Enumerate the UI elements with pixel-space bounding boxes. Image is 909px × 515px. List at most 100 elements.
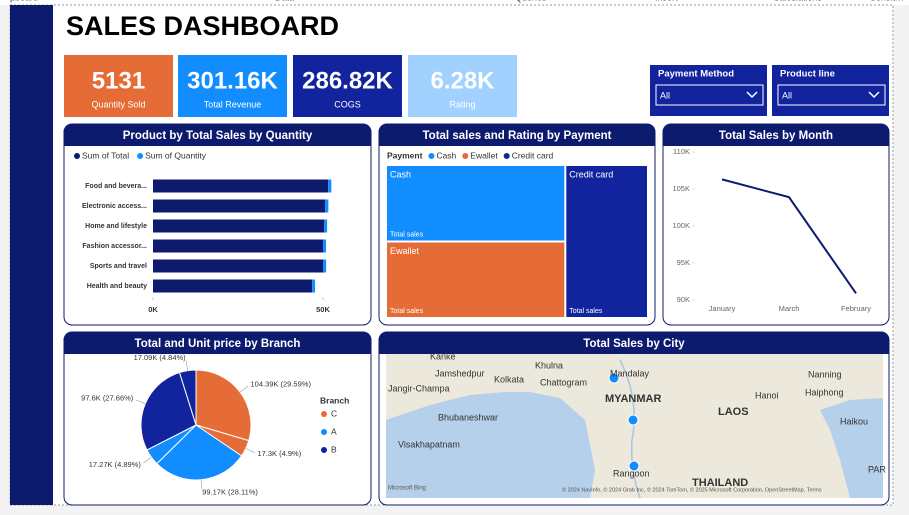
kpi-label: Quantity Sold [91,99,145,109]
map-bubble [627,414,639,426]
tile-value-name: Total sales [390,231,424,238]
tile-value-name: Total sales [569,308,603,315]
kpi-card [178,55,287,117]
map-label: Khulna [535,360,563,370]
bar [324,219,328,233]
panel-title: Product by Total Sales by Quantity [123,130,313,142]
y-tick-label: 110K [673,147,690,156]
leader-line [185,360,188,371]
legend-marker [137,153,144,159]
slicer-selection: All [660,90,670,100]
ribbon-tab: Data [275,0,294,2]
panel-header [379,332,889,354]
leader-line [135,399,146,404]
legend-marker [462,153,469,159]
map-sea [820,398,883,498]
legend-label: C [331,408,337,418]
sidebar [10,5,53,505]
y-tick-label: Food and bevera... [85,183,147,190]
map-label: Chattogram [540,377,587,387]
treemap-tile [387,242,565,317]
x-tick-label: March [779,304,800,313]
data-label: 97.6K (27.66%) [81,394,134,403]
y-tick-label: Sports and travel [90,263,147,270]
map-label: Nanning [808,369,842,379]
leader-line [245,448,255,454]
bar [153,279,313,293]
panel-title: Total Sales by Month [719,130,833,142]
panel-header [379,124,655,146]
legend-marker [428,153,435,159]
bar [153,199,326,213]
pie-slice [140,371,197,451]
data-label: 17.3K (4.9%) [257,449,301,458]
legend-label: Sum of Quantity [145,150,207,160]
tile-label: Cash [390,169,411,179]
bar [323,239,327,253]
map-label: Bhubaneshwar [438,412,498,422]
bar [328,179,332,193]
bar [325,199,329,213]
slicer-selection: All [782,90,792,100]
leader-line [200,479,203,490]
y-tick-label: 95K [677,258,690,267]
legend-label: Sum of Total [82,150,129,160]
legend-title: Branch [320,395,349,405]
panel-title: Total sales and Rating by Payment [423,130,612,142]
bar [153,219,325,233]
pie-slice [178,369,197,426]
data-label: 99.17K (28.11%) [202,488,258,497]
x-tick-label: 50K [316,305,330,314]
slicer-dropdown[interactable] [777,84,886,106]
y-tick-label: Fashion accessor... [82,243,147,250]
kpi-card [64,55,173,117]
tile-label: Credit card [569,169,613,179]
data-label: 17.09K (4.84%) [134,353,187,362]
panel-title: Total Sales by City [583,338,685,350]
legend-marker [74,153,80,159]
map-label: MYANMAR [605,393,661,405]
legend-marker [321,411,327,417]
leader-line [239,385,249,393]
map-label: Visakhapatnam [398,439,460,449]
dropdown-arrow [746,91,758,99]
slicer-label: Product line [780,69,835,80]
ribbon-tab: Sensitivi [870,0,904,2]
map-label: Hanoi [755,390,779,400]
dropdown-arrow [868,91,880,99]
ribbon [0,0,909,5]
map-label: Kanke [430,351,456,361]
map-label: PAR [868,464,886,474]
y-tick-label: Electronic access... [82,203,147,210]
slicer-label: Payment Method [658,69,734,80]
y-tick-label: 100K [672,221,690,230]
pie-slice [195,369,252,442]
panel-title: Total and Unit price by Branch [135,338,301,350]
kpi-card [408,55,517,117]
kpi-value: 301.16K [187,67,278,94]
tile-label: Ewallet [390,246,420,256]
legend-marker [503,153,510,159]
legend-title: Payment [387,150,423,160]
y-tick-label: 105K [672,184,690,193]
panel-header [64,332,371,354]
bar [323,259,327,273]
map-river [619,359,641,499]
treemap-tile [387,166,565,241]
data-label: 104.39K (29.59%) [250,379,311,388]
map-label: Kolkata [494,374,524,384]
legend-label: Credit card [512,150,554,160]
bar [153,259,323,273]
kpi-label: COGS [334,99,361,109]
line [721,178,857,294]
data-label: 17.27K (4.89%) [89,460,142,469]
slicer [772,65,889,116]
map-label: Mandalay [610,368,650,378]
bar [153,239,323,253]
legend-marker [321,447,327,453]
y-tick-label: Home and lifestyle [85,223,147,230]
map-label: Haikou [840,416,868,426]
slicer-dropdown[interactable] [655,84,764,106]
x-tick-label: January [709,304,736,313]
